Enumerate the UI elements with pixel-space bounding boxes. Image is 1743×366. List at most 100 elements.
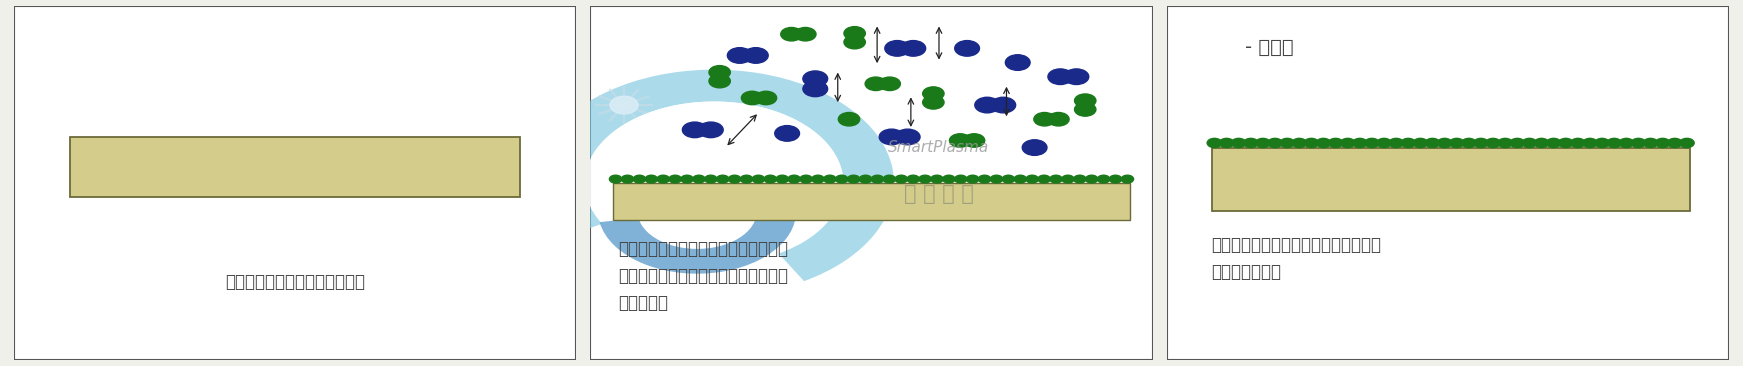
Circle shape [804,81,828,97]
Wedge shape [584,101,844,246]
Circle shape [1680,138,1694,147]
Circle shape [1074,103,1096,116]
Circle shape [835,175,847,183]
Circle shape [859,175,872,183]
Circle shape [621,175,634,183]
Circle shape [901,41,926,56]
Circle shape [1426,138,1440,147]
Circle shape [788,175,800,183]
Circle shape [1328,138,1342,147]
Circle shape [1401,138,1415,147]
Circle shape [699,122,723,138]
Circle shape [795,27,816,41]
Circle shape [1485,138,1501,147]
FancyBboxPatch shape [70,137,519,197]
Circle shape [955,175,967,183]
Circle shape [847,175,859,183]
Circle shape [704,175,716,183]
Circle shape [955,41,980,56]
Circle shape [755,91,777,105]
Circle shape [931,175,943,183]
Circle shape [1304,138,1319,147]
Circle shape [692,175,706,183]
Circle shape [865,77,887,90]
Circle shape [844,27,865,40]
Circle shape [744,48,769,63]
Circle shape [1534,138,1550,147]
Circle shape [804,71,828,86]
Circle shape [1109,175,1122,183]
Wedge shape [533,70,894,281]
Circle shape [1027,175,1039,183]
FancyBboxPatch shape [1211,147,1689,211]
Circle shape [1231,138,1246,147]
Circle shape [1340,138,1354,147]
Text: SmartPlasma: SmartPlasma [889,140,990,155]
Circle shape [610,96,638,114]
Circle shape [610,175,622,183]
Circle shape [896,175,908,183]
Circle shape [1365,138,1379,147]
Circle shape [884,175,896,183]
Circle shape [682,175,694,183]
Circle shape [824,175,837,183]
Circle shape [1546,138,1562,147]
Circle shape [1656,138,1670,147]
Circle shape [1220,138,1234,147]
Circle shape [657,175,669,183]
Circle shape [964,134,985,147]
FancyBboxPatch shape [1166,6,1729,360]
Circle shape [1570,138,1584,147]
Circle shape [1063,69,1089,85]
Circle shape [974,97,999,113]
Circle shape [1438,138,1452,147]
Circle shape [906,175,919,183]
Circle shape [753,175,765,183]
Circle shape [1644,138,1658,147]
Circle shape [1316,138,1332,147]
Circle shape [1558,138,1572,147]
Circle shape [1061,175,1074,183]
Circle shape [682,122,708,138]
Circle shape [922,96,945,109]
Circle shape [800,175,812,183]
Circle shape [741,175,753,183]
Circle shape [896,129,920,145]
Circle shape [741,91,763,105]
Wedge shape [600,190,797,274]
Circle shape [1014,175,1027,183]
Circle shape [872,175,884,183]
Circle shape [1377,138,1391,147]
Circle shape [763,175,777,183]
Circle shape [1583,138,1597,147]
Circle shape [1098,175,1110,183]
Circle shape [1619,138,1633,147]
Circle shape [1048,69,1072,85]
Circle shape [1034,112,1055,126]
Circle shape [1389,138,1403,147]
Text: 等离子体处理过程中，两种气体被激发
而重新聚合所形成的新材料不断沉积在
物体表面。: 等离子体处理过程中，两种气体被激发 而重新聚合所形成的新材料不断沉积在 物体表面… [619,240,788,312]
Text: 等离子体处理后形成的沉积层，均匀沉
积在材料表面。: 等离子体处理后形成的沉积层，均匀沉 积在材料表面。 [1211,236,1382,281]
Circle shape [1121,175,1133,183]
Circle shape [1497,138,1513,147]
Circle shape [1002,175,1014,183]
Circle shape [1279,138,1295,147]
Circle shape [1353,138,1367,147]
Circle shape [1595,138,1609,147]
Circle shape [645,175,657,183]
Circle shape [709,66,730,79]
Circle shape [776,175,788,183]
FancyBboxPatch shape [14,6,577,360]
Circle shape [1473,138,1489,147]
Circle shape [992,97,1016,113]
Circle shape [1074,94,1096,107]
Circle shape [838,112,859,126]
Circle shape [781,27,802,41]
Circle shape [922,87,945,100]
Text: - 沉积层: - 沉积层 [1246,38,1293,57]
Circle shape [878,129,905,145]
Circle shape [716,175,729,183]
Circle shape [709,74,730,88]
Circle shape [1462,138,1476,147]
Circle shape [776,126,800,141]
